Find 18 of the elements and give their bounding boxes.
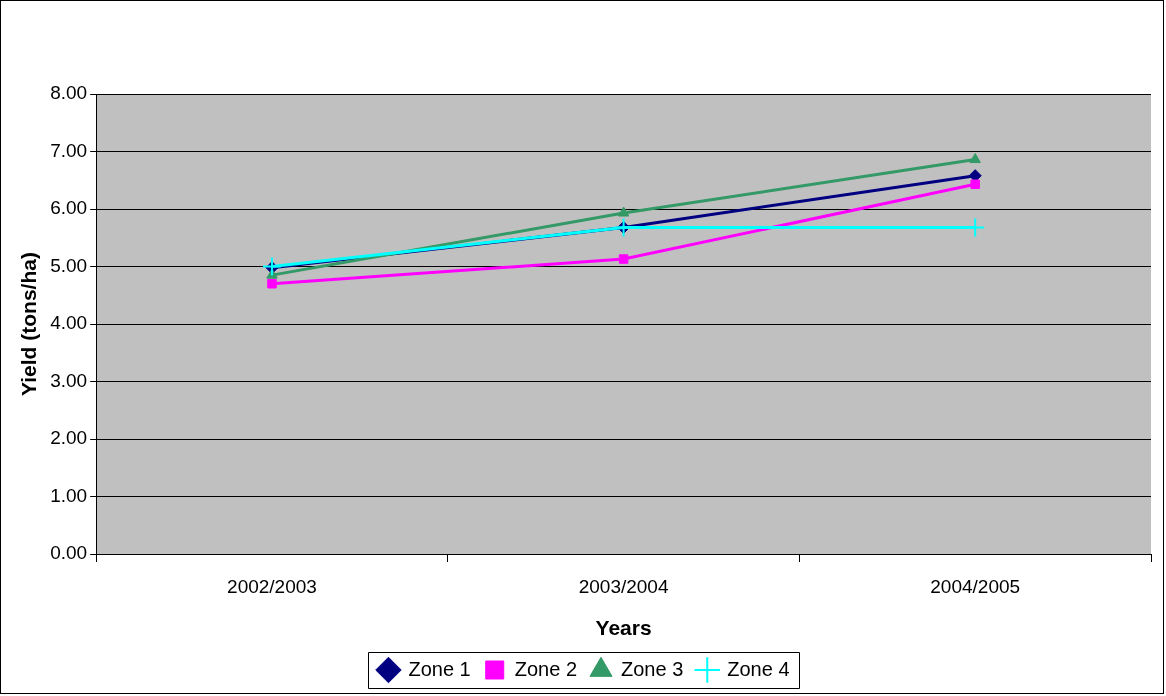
x-tick-label: 2004/2005: [930, 575, 1021, 597]
y-tick-label: 3.00: [50, 369, 88, 391]
y-tick-label: 6.00: [50, 197, 88, 219]
legend-label: Zone 2: [514, 657, 577, 680]
x-tick-label: 2003/2004: [578, 575, 669, 597]
legend-label: Zone 4: [727, 657, 790, 680]
legend-label: Zone 3: [621, 657, 684, 680]
y-axis-title: Yield (tons/ha): [17, 252, 41, 396]
y-tick-label: 4.00: [50, 312, 88, 334]
y-tick-label: 0.00: [50, 542, 88, 564]
y-tick-label: 5.00: [50, 254, 88, 276]
x-tick-label: 2002/2003: [227, 575, 317, 597]
y-tick-label: 1.00: [50, 484, 88, 506]
y-tick-label: 2.00: [50, 427, 88, 449]
legend-label: Zone 1: [408, 657, 471, 680]
x-axis-title: Years: [595, 616, 652, 640]
y-tick-label: 8.00: [50, 82, 88, 104]
y-tick-label: 7.00: [50, 139, 88, 161]
